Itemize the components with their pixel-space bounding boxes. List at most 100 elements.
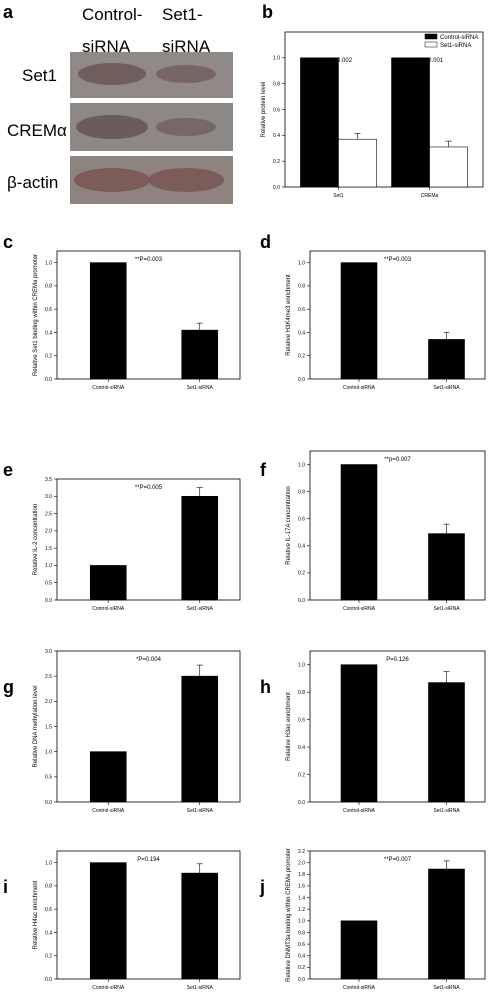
panel-h-bar <box>340 664 378 803</box>
panel-d-ytick-label: 0.4 <box>298 330 305 336</box>
panel-b-ytick-label: 0.6 <box>273 107 280 113</box>
blot-row-label-crem: CREMα <box>7 121 67 140</box>
band-actin-control <box>74 168 150 192</box>
panel-b-xtick-label: Set1 <box>333 193 344 199</box>
panel-j-bar <box>428 868 465 980</box>
panel-c-ytick-label: 1.0 <box>45 260 52 266</box>
panel-b-legend-label: Control-siRNA <box>440 35 478 41</box>
panel-j-ytick-label: 0.4 <box>298 954 305 960</box>
panel-j-ytick-label: 1.8 <box>298 872 305 878</box>
panel-g-ytick-label: 0.5 <box>45 775 52 781</box>
panel-i-plot-frame <box>56 850 241 980</box>
panel-f-ytick-label: 0.0 <box>298 598 305 604</box>
panel-f-bar <box>340 464 378 601</box>
panel-e-ytick-label: 0.0 <box>45 598 52 604</box>
panel-c-ytick-label: 0.0 <box>45 377 52 383</box>
panel-b-pvalue: **P=0.002 <box>325 58 353 64</box>
panel-c-ytick-label: 0.8 <box>45 284 52 290</box>
panel-e-xtick-label: Set1-siRNA <box>187 606 214 612</box>
panel-j-ytick-label: 0.8 <box>298 930 305 936</box>
panel-j-ytick-label: 0.0 <box>298 977 305 983</box>
blot-col1-line1: Control- <box>82 5 142 24</box>
panel-j-xtick-label: Control-siRNA <box>343 985 376 991</box>
panel-f-pvalue: **p=0.007 <box>384 457 411 463</box>
panel-e-ytick-label: 3.0 <box>45 494 52 500</box>
panel-g-ytick-label: 0.0 <box>45 800 52 806</box>
panel-b-ylabel: Relative protein level <box>261 82 267 138</box>
panel-j-ytick-label: 0.6 <box>298 942 305 948</box>
panel-j-ytick-label: 1.6 <box>298 884 305 890</box>
panel-f-ylabel: Relative IL-17A concentration <box>286 486 292 564</box>
panel-d-xtick-label: Set1-siRNA <box>433 385 460 391</box>
panel-f-ytick-label: 0.4 <box>298 544 305 550</box>
panel-d-ytick-label: 1.0 <box>298 260 305 266</box>
panel-j-ytick-label: 1.4 <box>298 895 305 901</box>
panel-c-ytick-label: 0.6 <box>45 307 52 313</box>
panel-d-letter: d <box>260 232 271 252</box>
panel-e-letter: e <box>3 460 13 480</box>
panel-e-pvalue: **P=0.005 <box>135 485 163 491</box>
band-set1-control <box>78 63 146 85</box>
panel-d-ylabel: Relative H3K4me3 enrichment <box>286 274 292 356</box>
panel-c-letter: c <box>3 232 13 252</box>
panel-e-plot-frame <box>56 478 241 601</box>
panel-j-xtick-label: Set1-siRNA <box>433 985 460 991</box>
chart-panels: b 0.0 0.2 0.4 0.6 0.8 1.0 Relative protein leve… <box>3 2 486 991</box>
panel-g-ytick-label: 1.5 <box>45 724 52 730</box>
panel-b-bar <box>338 138 377 188</box>
panel-f-ytick-label: 0.6 <box>298 517 305 523</box>
panel-e-ytick-label: 0.5 <box>45 581 52 587</box>
panel-b-bar <box>300 57 339 188</box>
panel-i-xtick-label: Control-siRNA <box>92 985 125 991</box>
panel-i-ytick-label: 0.8 <box>45 884 52 890</box>
panel-i-ytick-label: 0.6 <box>45 907 52 913</box>
panel-a: a Control- siRNA Set1- siRNA Set1 CREMα … <box>3 2 233 204</box>
panel-b-letter: b <box>262 2 273 22</box>
panel-b-ytick-label: 0.0 <box>273 185 280 191</box>
panel-j-pvalue: **P=0.007 <box>384 857 412 863</box>
panel-f-ytick-label: 0.8 <box>298 489 305 495</box>
panel-g-bar <box>181 675 219 803</box>
panel-g-ytick-label: 1.0 <box>45 749 52 755</box>
panel-d-ytick-label: 0.2 <box>298 354 305 360</box>
panel-j-ylabel: Relative DNMT3a binding within CREMa pro… <box>286 848 292 982</box>
panel-e-ylabel: Relative IL-2 concentration <box>33 504 39 575</box>
panel-i-ylabel: Relative H4ac enrichment <box>33 880 39 949</box>
panel-c-plot-frame <box>56 250 241 380</box>
panel-f-letter: f <box>260 460 267 480</box>
panel-b-ytick-label: 1.0 <box>273 56 280 62</box>
panel-j-letter: j <box>259 877 265 897</box>
panel-d-bar <box>340 262 378 380</box>
panel-b-ytick-label: 0.8 <box>273 81 280 87</box>
panel-e-ytick-label: 2.0 <box>45 529 52 535</box>
panel-g-ytick-label: 2.0 <box>45 699 52 705</box>
panel-h-ytick-label: 1.0 <box>298 663 305 669</box>
panel-f-bar <box>428 533 465 601</box>
blot-row-label-set1: Set1 <box>22 66 57 85</box>
panel-b-xtick-label: CREMa <box>421 193 439 199</box>
panel-b-bar <box>429 146 468 188</box>
panel-f-xtick-label: Set1-siRNA <box>433 606 460 612</box>
band-crem-control <box>76 115 148 139</box>
panel-e-bar <box>89 565 127 601</box>
panel-g-xtick-label: Control-siRNA <box>92 808 125 814</box>
panel-j-ytick-label: 0.2 <box>298 965 305 971</box>
panel-h-ytick-label: 0.6 <box>298 717 305 723</box>
band-set1-knockdown <box>156 65 216 83</box>
blot-row-label-actin: β-actin <box>7 173 58 192</box>
panel-b-legend-swatch <box>424 33 438 40</box>
blot-col2-line2: siRNA <box>162 37 211 56</box>
panel-g-ytick-label: 2.5 <box>45 674 52 680</box>
panel-d-ytick-label: 0.8 <box>298 284 305 290</box>
panel-h-ytick-label: 0.0 <box>298 800 305 806</box>
panel-i-bar <box>181 872 219 980</box>
panel-e-bar <box>181 495 219 601</box>
panel-i-pvalue: P=0.194 <box>137 857 160 863</box>
panel-e-ytick-label: 1.5 <box>45 546 52 552</box>
panel-h-ytick-label: 0.8 <box>298 690 305 696</box>
panel-g-ytick-label: 3.0 <box>45 649 52 655</box>
panel-c-ylabel: Relative Set1 binding within CREMa promo… <box>33 254 39 376</box>
band-crem-knockdown <box>156 118 216 136</box>
panel-d-bar <box>428 339 465 380</box>
panel-c-xtick-label: Set1-siRNA <box>187 385 214 391</box>
